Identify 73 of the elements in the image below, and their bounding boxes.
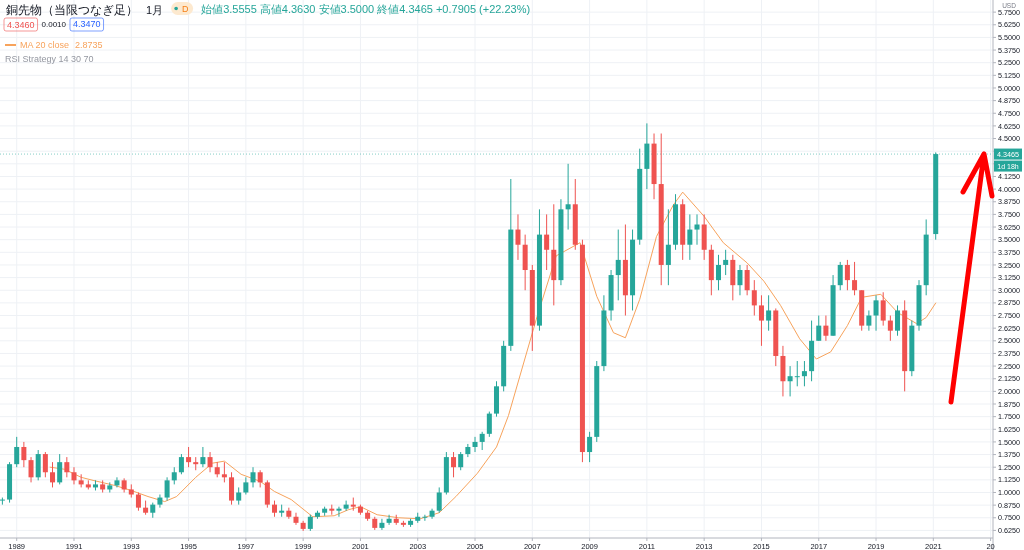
candlestick xyxy=(293,512,299,526)
candlestick xyxy=(665,208,671,286)
candlestick xyxy=(866,309,872,332)
candlestick xyxy=(451,451,457,478)
candlestick xyxy=(57,453,63,485)
candlestick xyxy=(436,486,442,514)
candlestick xyxy=(71,466,77,485)
candlestick xyxy=(422,514,428,522)
annotation: 2.8735 xyxy=(75,40,103,50)
candlestick xyxy=(21,441,27,468)
candlestick xyxy=(186,446,192,468)
candlestick xyxy=(42,451,48,478)
candlestick xyxy=(64,456,70,478)
candlestick xyxy=(465,443,471,458)
candlestick xyxy=(801,360,807,387)
chart-subtitle: 1月 xyxy=(146,4,164,16)
candlestick xyxy=(264,479,270,509)
candlestick xyxy=(486,411,492,438)
candlestick xyxy=(221,461,227,483)
candlestick xyxy=(28,456,34,483)
candlestick xyxy=(114,476,120,488)
candlestick xyxy=(873,294,879,332)
candlestick xyxy=(880,291,886,327)
candlestick xyxy=(615,229,621,301)
candlestick xyxy=(794,360,800,387)
candlestick xyxy=(336,506,342,518)
legend-label: MA 20 close xyxy=(20,40,70,50)
annotation: D xyxy=(181,4,189,14)
candlestick xyxy=(715,254,721,291)
candlestick xyxy=(887,315,893,342)
annotation: RSI Strategy 14 30 70 xyxy=(5,54,94,64)
annotation: 0.0010 xyxy=(41,20,67,29)
candlestick xyxy=(207,451,213,473)
candlestick xyxy=(544,213,550,271)
candlestick xyxy=(751,279,757,317)
annotation: 4.3470 xyxy=(73,19,101,29)
candlestick xyxy=(178,453,184,475)
candlestick xyxy=(164,476,170,502)
candlestick xyxy=(157,494,163,509)
candlestick xyxy=(515,213,521,261)
candlestick xyxy=(229,471,235,506)
candlestick xyxy=(479,431,485,451)
candlestick xyxy=(723,249,729,276)
candlestick xyxy=(737,264,743,296)
candlestick xyxy=(386,514,392,526)
candlestick xyxy=(744,264,750,296)
candlestick xyxy=(565,163,571,231)
candlestick xyxy=(35,449,41,481)
candlestick xyxy=(895,304,901,337)
annotation: 4.3460 xyxy=(7,20,35,30)
candlestick xyxy=(852,261,858,296)
candlestick xyxy=(587,431,593,463)
candlestick xyxy=(472,436,478,453)
candlestick xyxy=(758,294,764,347)
candlestick xyxy=(243,476,249,496)
candlestick xyxy=(816,315,822,342)
candlestick xyxy=(837,261,843,291)
candlestick xyxy=(50,461,56,488)
candlestick xyxy=(135,491,141,512)
candlestick xyxy=(379,518,385,531)
candlestick xyxy=(687,213,693,261)
annotation: 始値3.5555 高値4.3630 安値3.5000 終値4.3465 +0.7905 (+22.23%) xyxy=(201,3,531,15)
candlestick xyxy=(694,213,700,246)
candlestick xyxy=(787,365,793,397)
candlestick xyxy=(766,294,772,332)
candlestick xyxy=(14,436,20,468)
candlestick xyxy=(458,451,464,471)
candlestick xyxy=(250,466,256,488)
candlestick xyxy=(200,446,206,468)
candlestick xyxy=(844,259,850,291)
chart-title: 銅先物（当限つなぎ足） xyxy=(6,3,138,17)
candlestick xyxy=(823,315,829,342)
candlestick xyxy=(343,500,349,512)
